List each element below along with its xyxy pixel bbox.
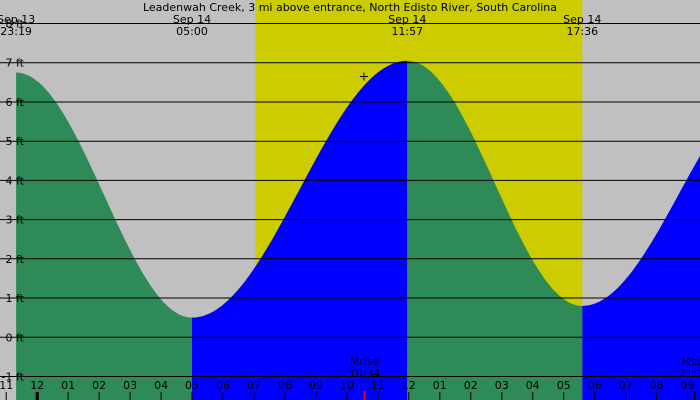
x-tick-label: 02	[92, 379, 106, 392]
y-tick-label: -1 ft	[2, 371, 25, 384]
y-tick-label: 8 ft	[6, 18, 25, 31]
x-tick-label: 08	[278, 379, 292, 392]
y-tick-label: 2 ft	[6, 253, 25, 266]
x-tick-label: 11	[371, 379, 385, 392]
x-tick-label: 02	[464, 379, 478, 392]
tide-event-date: Sep 14	[388, 13, 426, 26]
x-tick-label: 06	[588, 379, 602, 392]
y-tick-label: 7 ft	[6, 57, 25, 70]
tide-event-time: 05:00	[176, 25, 208, 38]
tide-event-date: Sep 14	[173, 13, 211, 26]
y-tick-label: 4 ft	[6, 174, 25, 187]
x-tick-label: 01	[433, 379, 447, 392]
x-tick-label: 07	[619, 379, 633, 392]
x-tick-label: 12	[402, 379, 416, 392]
moon-event-time: 10:34	[349, 367, 381, 380]
current-marker-layer	[359, 72, 368, 81]
rising-tide-area	[192, 60, 408, 400]
falling-tide-area	[16, 72, 192, 400]
tide-event-time: 11:57	[391, 25, 423, 38]
tide-event-time: 23:19	[0, 25, 32, 38]
x-tick-label: 11	[0, 379, 13, 392]
x-tick-label: 04	[154, 379, 168, 392]
current-time-marker	[359, 72, 368, 81]
y-tick-label: 1 ft	[6, 292, 25, 305]
tide-event-date: Sep 14	[563, 13, 601, 26]
x-tick-label: 06	[216, 379, 230, 392]
x-tick-label: 05	[185, 379, 199, 392]
y-tick-label: 6 ft	[6, 96, 25, 109]
y-axis-labels: 8 ft 7 ft 6 ft 5 ft 4 ft 3 ft 2 ft 1 ft 0 ft -1 f…	[2, 18, 25, 384]
moon-event-label: Mset	[682, 355, 700, 368]
x-tick-label: 07	[247, 379, 261, 392]
midnight-marker	[35, 392, 39, 400]
x-tick-label: 04	[526, 379, 540, 392]
moon-event-label: Mrise	[350, 355, 380, 368]
x-tick-label: 09	[681, 379, 695, 392]
y-tick-label: 0 ft	[6, 331, 25, 344]
x-tick-label: 10	[340, 379, 354, 392]
chart-title: Leadenwah Creek, 3 mi above entrance, No…	[143, 1, 557, 14]
falling-tide-area	[407, 60, 583, 400]
x-tick-label: 12	[30, 379, 44, 392]
x-axis-labels: 11 12 01 02 03 04 05 06 07 08 09 10 11 12 01 02 03 04 05 06…	[0, 379, 695, 400]
x-tick-label: 03	[495, 379, 509, 392]
x-tick-label: 01	[61, 379, 75, 392]
rising-tide-area	[582, 155, 700, 400]
x-tick-label: 08	[650, 379, 664, 392]
x-tick-label: 09	[309, 379, 323, 392]
tide-event-time: 17:36	[566, 25, 598, 38]
x-tick-label: 03	[123, 379, 137, 392]
tide-area-layer	[16, 60, 700, 400]
y-tick-label: 5 ft	[6, 135, 25, 148]
tide-event-date: Sep 13	[0, 13, 35, 26]
gridlines	[0, 23, 700, 377]
moon-event-time: 21:14	[679, 367, 700, 380]
y-tick-label: 3 ft	[6, 214, 25, 227]
x-tick-label: 05	[557, 379, 571, 392]
